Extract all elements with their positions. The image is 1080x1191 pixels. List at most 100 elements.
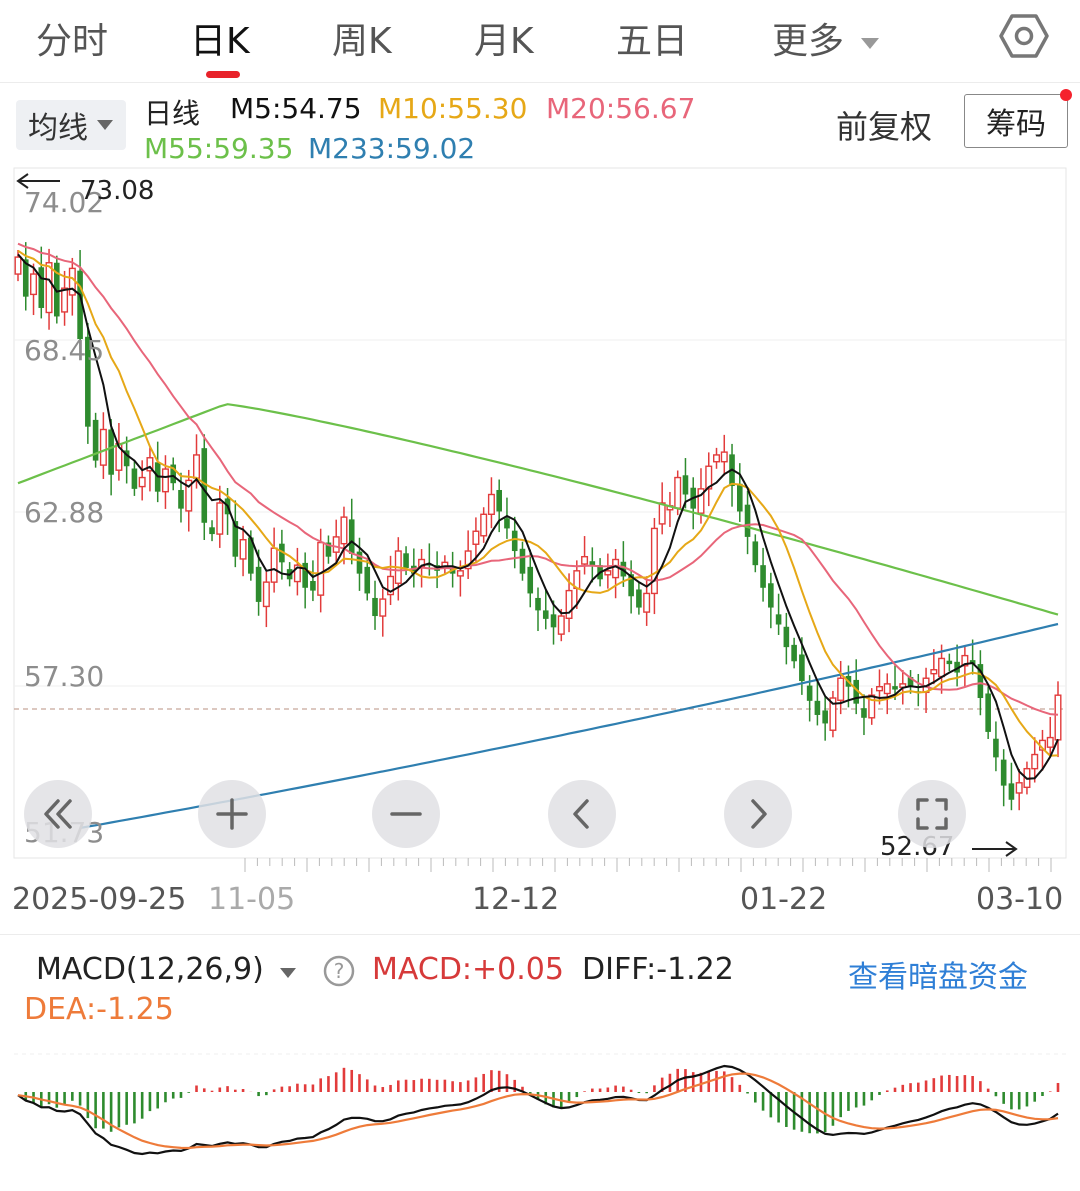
- price-axis-label: 68.45: [24, 334, 105, 367]
- candle-body: [332, 536, 340, 553]
- fullscreen-icon: [916, 798, 948, 830]
- double-chevron-left-icon: [44, 799, 72, 829]
- candle-body: [930, 669, 938, 675]
- candle-body: [519, 548, 526, 574]
- legend-m20: M20:56.67: [546, 92, 696, 125]
- candle-body: [907, 677, 914, 687]
- candle-body: [853, 679, 860, 704]
- caret-down-icon: [280, 968, 297, 978]
- tab-intraday[interactable]: 分时: [36, 21, 109, 62]
- macd-indicator-select[interactable]: MACD(12,26,9): [36, 952, 297, 987]
- time-axis-ticks: [244, 858, 1052, 872]
- candle-body: [604, 570, 612, 576]
- chevron-right-icon: [751, 799, 767, 829]
- low-arrow-icon: [972, 841, 1018, 857]
- candle-body: [325, 542, 332, 557]
- candle-body: [768, 583, 774, 608]
- candle-body: [892, 686, 898, 690]
- date-label: 03-10: [976, 882, 1064, 917]
- candle-body: [806, 685, 813, 701]
- candle-body: [527, 566, 534, 594]
- candle-body: [837, 677, 845, 701]
- candle-body: [85, 336, 91, 427]
- legend-m233: M233:59.02: [308, 132, 476, 165]
- candle-body: [30, 273, 38, 296]
- scroll-to-start-button[interactable]: [24, 780, 92, 848]
- minus-icon: [390, 812, 422, 816]
- legend-m10: M10:55.30: [378, 92, 528, 125]
- tab-more-label: 更多: [772, 21, 845, 62]
- candle-body: [464, 550, 472, 570]
- candle-body: [550, 614, 557, 628]
- legend-period: 日线: [144, 97, 201, 130]
- tab-five-day[interactable]: 五日: [616, 21, 689, 62]
- candle-body: [14, 256, 22, 275]
- candle-body: [426, 564, 433, 566]
- macd-value: MACD:+0.05: [372, 952, 564, 987]
- candle-body: [977, 664, 984, 699]
- dea-value: DEA:-1.25: [24, 992, 174, 1027]
- candle-body: [216, 502, 224, 535]
- candle-body: [449, 569, 456, 574]
- scroll-left-button[interactable]: [548, 780, 616, 848]
- tab-more[interactable]: 更多: [772, 12, 881, 64]
- zoom-out-button[interactable]: [372, 780, 440, 848]
- view-dark-pool-link[interactable]: 查看暗盘资金: [848, 960, 1028, 995]
- candle-body: [293, 564, 301, 583]
- candle-body: [946, 660, 953, 665]
- candle-body: [45, 262, 53, 314]
- tab-monthly-k[interactable]: 月K: [474, 21, 534, 62]
- candle-body: [822, 710, 828, 724]
- candle-body: [1031, 753, 1039, 770]
- candle-body: [658, 502, 666, 525]
- caret-down-icon: [97, 120, 113, 130]
- candle-body: [372, 597, 378, 617]
- candle-body: [589, 561, 596, 566]
- ma5-line: [17, 253, 1059, 780]
- candle-body: [496, 489, 502, 512]
- candle-body: [1046, 736, 1054, 748]
- notification-dot: [1060, 89, 1072, 101]
- fullscreen-button[interactable]: [898, 780, 966, 848]
- candle-body: [92, 419, 99, 461]
- candle-body: [387, 575, 395, 596]
- candle-body: [232, 521, 239, 557]
- candle-body: [814, 700, 821, 715]
- candle-body: [403, 553, 409, 568]
- candle-body: [310, 580, 316, 591]
- candle-body: [22, 259, 29, 297]
- date-label: 11-05: [208, 882, 296, 917]
- candle-body: [54, 262, 60, 317]
- candle-body: [146, 457, 154, 472]
- zoom-in-button[interactable]: [198, 780, 266, 848]
- tab-weekly-k[interactable]: 周K: [332, 21, 392, 62]
- tab-daily-k[interactable]: 日K: [190, 21, 250, 62]
- adjust-mode-label[interactable]: 前复权: [836, 108, 933, 146]
- chips-button[interactable]: 筹码: [964, 94, 1068, 148]
- candle-body: [557, 615, 565, 635]
- candle-body: [861, 708, 867, 718]
- candle-body: [356, 551, 363, 574]
- dea-line: [17, 1072, 1059, 1150]
- candle-body: [480, 513, 488, 537]
- date-label: 01-22: [740, 882, 828, 917]
- candle-body: [628, 574, 634, 597]
- candle-body: [535, 597, 541, 611]
- candle-body: [760, 565, 766, 588]
- chevron-left-icon: [573, 799, 589, 829]
- settings-icon[interactable]: [999, 13, 1049, 59]
- candle-body: [185, 479, 193, 512]
- ma10-line: [17, 249, 1059, 757]
- help-icon[interactable]: ?: [322, 954, 356, 988]
- date-label: 12-12: [472, 882, 560, 917]
- price-axis-label: 74.02: [24, 186, 105, 219]
- candle-body: [279, 543, 285, 563]
- ma-indicator-select[interactable]: 均线: [16, 100, 126, 150]
- scroll-right-button[interactable]: [724, 780, 792, 848]
- candle-body: [511, 530, 518, 552]
- candle-body: [61, 287, 69, 313]
- caret-down-icon: [861, 38, 880, 49]
- candle-body: [123, 450, 130, 467]
